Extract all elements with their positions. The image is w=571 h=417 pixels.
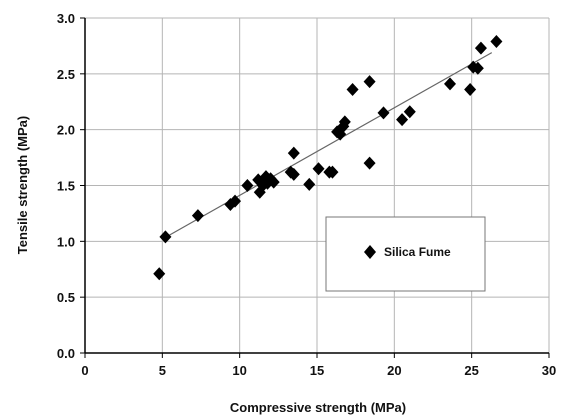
x-tick-label: 25 [464, 363, 478, 378]
x-tick-label: 30 [542, 363, 556, 378]
data-point-diamond [326, 165, 339, 179]
trendline [162, 52, 493, 240]
data-point-diamond [444, 77, 457, 91]
y-tick-label: 3.0 [57, 11, 75, 26]
data-point-diamond [287, 146, 300, 160]
y-tick-label: 0.5 [57, 290, 75, 305]
data-point-diamond [471, 61, 484, 75]
data-point-diamond [191, 209, 204, 223]
x-tick-label: 10 [232, 363, 246, 378]
data-point-diamond [229, 194, 242, 208]
legend-box [325, 216, 486, 292]
y-tick-label: 1.5 [57, 179, 75, 194]
data-point-diamond [338, 115, 351, 129]
grid [85, 17, 550, 353]
y-tick-label: 1.0 [57, 234, 75, 249]
data-point-diamond [346, 82, 359, 96]
x-tick-label: 0 [81, 363, 88, 378]
y-tick-label: 0.0 [57, 346, 75, 361]
data-point-diamond [377, 106, 390, 120]
y-tick-label: 2.0 [57, 123, 75, 138]
data-point-diamond [363, 156, 376, 170]
data-points [153, 34, 503, 281]
data-point-diamond [241, 179, 254, 192]
data-point-diamond [490, 34, 503, 48]
data-point-diamond [153, 267, 166, 281]
data-point-diamond [363, 75, 376, 89]
tick-labels: 0 5 10 15 20 25 30 0.0 0.5 1.0 1.5 2.0 2.5 3.0 [57, 11, 556, 378]
axes [80, 17, 550, 358]
legend: Silica Fume [325, 216, 486, 292]
data-point-diamond [287, 167, 300, 181]
y-axis-title: Tensile strength (MPa) [15, 116, 30, 254]
x-axis-title: Compressive strength (MPa) [230, 400, 406, 415]
data-point-diamond [464, 82, 477, 96]
data-point-diamond [312, 162, 325, 176]
x-tick-label: 20 [387, 363, 401, 378]
data-point-diamond [474, 41, 487, 55]
data-point-diamond [159, 230, 172, 244]
data-point-diamond [267, 175, 280, 189]
data-point-diamond [403, 105, 416, 119]
y-tick-label: 2.5 [57, 67, 75, 82]
legend-marker-diamond-icon [364, 245, 376, 259]
legend-label: Silica Fume [384, 245, 451, 259]
x-tick-label: 15 [310, 363, 324, 378]
data-point-diamond [303, 177, 316, 191]
trendline-layer [162, 52, 493, 240]
data-point-diamond [396, 113, 409, 127]
x-tick-label: 5 [159, 363, 166, 378]
